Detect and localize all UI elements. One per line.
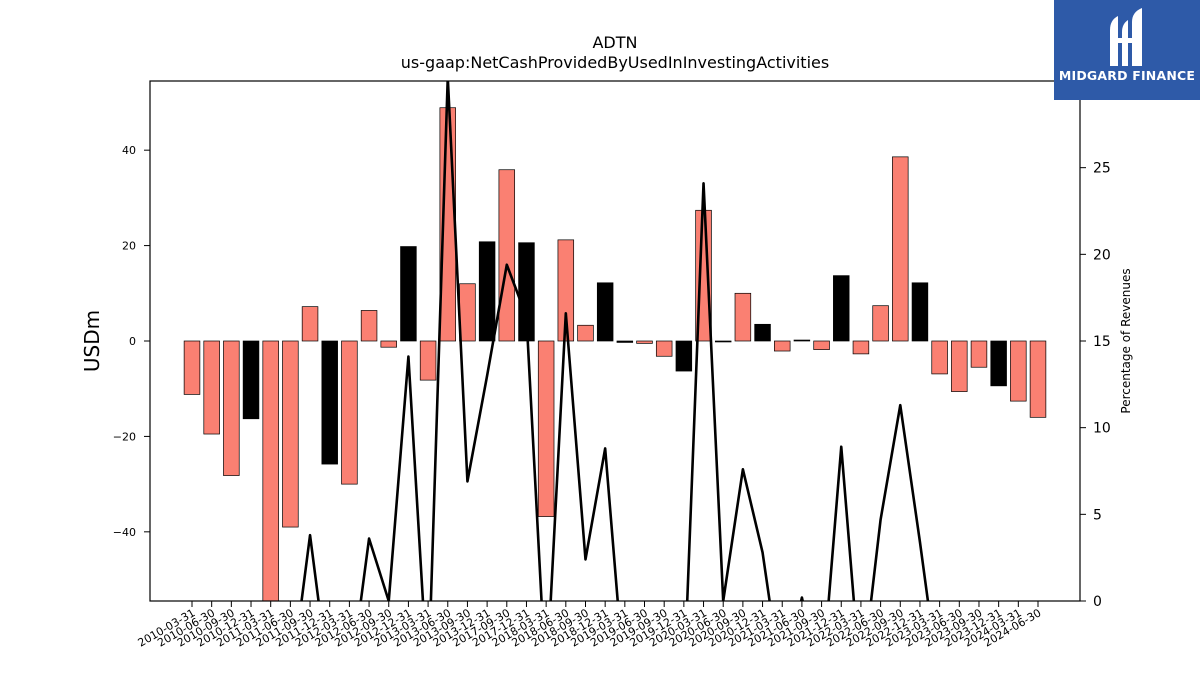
bar	[301, 306, 319, 342]
logo-text: MIDGARD FINANCE	[1058, 68, 1196, 83]
bar	[459, 283, 476, 342]
bar	[478, 241, 496, 342]
midgard-logo-icon	[1110, 8, 1142, 66]
y2-tick-label: 0	[1093, 594, 1102, 610]
y2-axis-label: Percentage of Revenues	[1119, 268, 1133, 413]
bar	[419, 340, 437, 381]
bar	[655, 340, 673, 357]
bar	[1029, 340, 1047, 418]
bar	[223, 340, 240, 476]
bar	[498, 169, 516, 342]
bar	[400, 246, 417, 342]
y2-tick-label: 5	[1093, 507, 1102, 523]
bar	[1010, 340, 1027, 402]
bar	[183, 340, 201, 395]
line-series	[300, 81, 930, 601]
y-tick-label: −40	[113, 526, 136, 539]
y2-tick-label: 10	[1093, 421, 1111, 437]
bar	[872, 305, 889, 342]
bar	[892, 156, 909, 342]
y2-tick-label: 20	[1093, 247, 1111, 263]
y-tick-label: 0	[129, 335, 136, 348]
bar	[596, 282, 614, 342]
bar	[203, 340, 220, 435]
bar	[754, 323, 771, 342]
bar	[360, 310, 378, 342]
bar	[970, 340, 988, 368]
bar	[852, 340, 870, 355]
pct-revenue-line	[300, 81, 930, 601]
y-tick-label: 20	[122, 240, 136, 253]
left-axis: −40 −20 0 20 40	[113, 144, 150, 539]
bar	[675, 340, 693, 372]
chart-title: ADTN	[592, 33, 638, 52]
bar	[380, 340, 397, 348]
bar	[616, 340, 634, 343]
bar	[636, 340, 653, 344]
x-axis: 2010-03-312010-06-302010-09-302010-12-31…	[136, 601, 1044, 650]
brand-logo: MIDGARD FINANCE	[1054, 0, 1200, 100]
y-axis-label: USDm	[80, 310, 104, 372]
y-tick-label: −20	[113, 430, 136, 443]
bar	[833, 275, 850, 342]
bar	[282, 340, 299, 528]
bar	[321, 340, 338, 465]
bar	[793, 339, 811, 342]
y2-tick-label: 25	[1093, 161, 1111, 177]
y2-tick-label: 15	[1093, 334, 1111, 350]
bar	[774, 340, 791, 352]
bar	[262, 340, 279, 601]
bar	[813, 340, 830, 350]
bar	[931, 340, 948, 375]
right-axis: 051015202530	[1080, 74, 1111, 610]
bar	[537, 340, 555, 517]
bar	[990, 340, 1007, 387]
bar	[557, 239, 575, 342]
bar	[577, 324, 594, 342]
chart-subtitle: us-gaap:NetCashProvidedByUsedInInvesting…	[400, 53, 830, 72]
bar	[341, 340, 358, 485]
bar	[734, 292, 752, 342]
bar	[951, 340, 968, 392]
bar	[242, 340, 260, 420]
bar	[714, 340, 732, 343]
bar	[911, 282, 929, 342]
y-tick-label: 40	[122, 144, 136, 157]
